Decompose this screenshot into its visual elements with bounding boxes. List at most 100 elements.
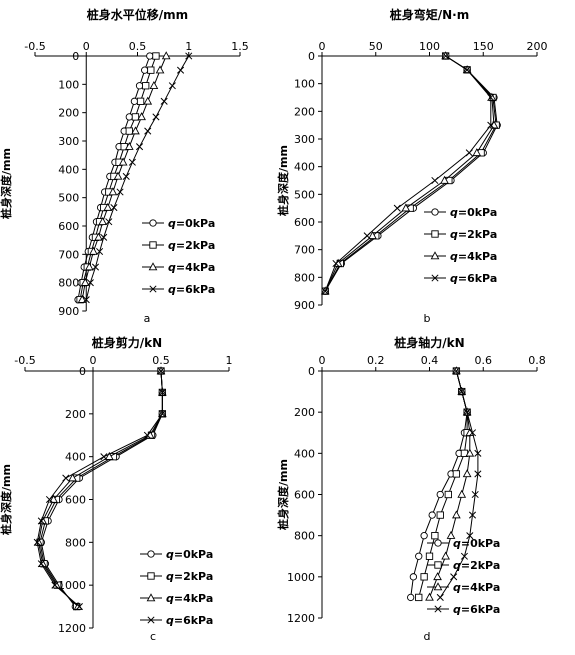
y-tick-label: 400: [65, 451, 86, 464]
data-point: [144, 127, 152, 135]
data-point: [33, 538, 41, 546]
data-point: [176, 66, 185, 74]
x-tick-label: 0.8: [528, 354, 546, 367]
data-point: [444, 490, 452, 499]
data-point: [118, 157, 128, 166]
chart-panel-b: 桩身弯矩/N·m 0 50 100 150 200 0 100 200 300 400 500 600 7…: [276, 7, 548, 325]
x-tick-label: 50: [369, 40, 383, 53]
data-point: [84, 262, 94, 271]
legend-marker: [147, 572, 155, 580]
panel-sub-label: b: [424, 312, 431, 325]
data-point: [433, 572, 442, 581]
x-tick-label: 1: [226, 354, 233, 367]
data-point: [37, 560, 45, 568]
data-point: [420, 573, 428, 581]
x-tick-label: 0: [90, 354, 97, 367]
y-tick-label: 400: [58, 163, 79, 176]
data-point: [368, 231, 377, 240]
data-point: [446, 530, 456, 539]
legend-entry: q=4kPa: [453, 581, 500, 594]
data-point: [409, 573, 418, 581]
data-point: [143, 96, 153, 105]
chart-title: 桩身轴力/kN: [394, 335, 464, 350]
data-point: [450, 573, 458, 581]
series-line: [439, 370, 479, 598]
data-point: [131, 113, 140, 121]
legend-marker: [434, 605, 442, 613]
data-point: [143, 431, 151, 439]
data-point: [51, 581, 59, 589]
chart-panel-a: 桩身水平位移/mm -0.5 0 0.5 1 1.5 0 100 200 300 400 500 600…: [0, 7, 249, 325]
y-tick-label: 700: [294, 244, 315, 257]
data-point: [158, 388, 166, 396]
series-line: [36, 370, 163, 607]
data-point: [425, 552, 434, 560]
data-point: [135, 143, 144, 151]
y-tick-label: 1200: [58, 622, 86, 635]
data-point: [96, 247, 104, 256]
data-point: [161, 51, 171, 60]
y-tick-label: 0: [72, 50, 79, 63]
data-point: [105, 218, 113, 226]
data-point: [100, 453, 108, 461]
y-tick-label: 800: [58, 277, 79, 290]
legend-marker: [434, 539, 442, 547]
chart-title: 桩身剪力/kN: [92, 335, 162, 350]
y-tick-label: 600: [65, 494, 86, 507]
data-point: [436, 511, 444, 519]
x-tick-label: 0.4: [421, 354, 439, 367]
legend-entry: q=0kPa: [168, 217, 215, 230]
legend-marker: [147, 550, 155, 558]
y-tick-label: 700: [58, 248, 79, 261]
data-point: [45, 495, 54, 504]
data-point: [125, 127, 133, 135]
legend-entry: q=4kPa: [168, 261, 215, 274]
y-tick-label: 400: [294, 161, 315, 174]
data-point: [442, 52, 450, 60]
legend-marker: [149, 219, 157, 227]
x-tick-label: 0: [83, 40, 90, 53]
data-point: [124, 141, 134, 150]
panel-sub-label: a: [144, 312, 151, 325]
data-point: [131, 126, 140, 135]
data-point: [147, 66, 155, 74]
data-point: [468, 429, 477, 437]
x-tick-label: 0.6: [475, 354, 493, 367]
data-point: [465, 448, 475, 457]
data-point: [452, 470, 461, 478]
data-point: [104, 451, 114, 460]
legend-marker: [431, 230, 439, 238]
y-tick-label: 900: [58, 305, 79, 318]
data-point: [401, 203, 411, 212]
x-tick-label: 200: [527, 40, 548, 53]
y-tick-label: 400: [294, 447, 315, 460]
legend-entry: q=0kPa: [453, 537, 500, 550]
data-point: [436, 593, 444, 601]
data-point: [116, 188, 124, 196]
data-point: [128, 158, 136, 166]
chart-panel-c: 桩身剪力/kN -0.5 0 0.5 1 0 200 400 600 800 1000 1200 桩身深…: [0, 335, 233, 643]
legend-entry: q=6kPa: [166, 614, 213, 627]
x-tick-label: 0.5: [129, 40, 147, 53]
y-tick-label: 200: [294, 406, 315, 419]
y-tick-label: 1000: [287, 571, 315, 584]
legend-marker: [430, 251, 440, 260]
x-tick-label: 0: [319, 354, 326, 367]
data-point: [146, 52, 154, 60]
data-point: [321, 287, 329, 295]
data-point: [135, 82, 144, 90]
y-tick-label: 200: [65, 408, 86, 421]
data-point: [462, 469, 472, 478]
legend-marker: [147, 616, 155, 624]
y-axis-label: 桩身深度/mm: [0, 464, 13, 535]
data-point: [142, 82, 150, 90]
legend-entry: q=2kPa: [453, 559, 500, 572]
y-tick-label: 300: [58, 135, 79, 148]
series-q=6kPa: [321, 52, 495, 295]
x-tick-label: 0: [319, 40, 326, 53]
data-point: [136, 97, 145, 105]
y-axis-label: 桩身深度/mm: [276, 459, 290, 530]
series-line: [39, 370, 163, 607]
legend-entry: q=2kPa: [450, 228, 497, 241]
